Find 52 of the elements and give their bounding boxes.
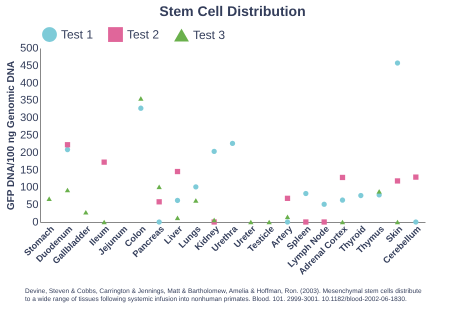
chart-title: Stem Cell Distribution [159, 3, 306, 19]
point [156, 184, 162, 190]
point [138, 96, 144, 101]
point [212, 148, 217, 154]
point [212, 218, 217, 222]
point [322, 202, 327, 207]
point [340, 197, 346, 203]
point [83, 210, 88, 215]
y-tick-label: 250 [20, 130, 38, 142]
point [174, 216, 180, 220]
point [394, 220, 400, 224]
y-tick-label: 350 [20, 94, 38, 107]
y-tick-label: 50 [26, 199, 38, 212]
point [394, 60, 400, 66]
point [156, 219, 162, 225]
legend-label: Test 2 [127, 28, 160, 42]
point [102, 160, 107, 165]
y-tick-label: 200 [20, 146, 38, 159]
point [248, 220, 254, 224]
y-tick-label: 450 [20, 60, 38, 72]
point [193, 198, 198, 203]
y-tick-label: 500 [20, 42, 38, 54]
y-tick-label: 0 [32, 216, 38, 228]
point [284, 219, 290, 225]
legend-label: Test 1 [61, 28, 94, 42]
point [64, 146, 70, 152]
y-tick-label: 150 [20, 164, 38, 176]
point [174, 198, 180, 204]
point [193, 184, 198, 190]
point [156, 199, 162, 204]
y-axis-title: GFP DNA/100 ng Genomic DNA [6, 60, 18, 210]
y-tick-label: 100 [20, 182, 38, 194]
y-tick-label: 400 [20, 77, 38, 90]
point [102, 220, 107, 224]
point [322, 219, 327, 225]
point [230, 140, 236, 146]
point [266, 220, 272, 224]
point [46, 196, 52, 201]
point [303, 219, 308, 225]
point [138, 106, 144, 111]
point [413, 219, 418, 225]
point [284, 214, 290, 220]
point [413, 174, 418, 180]
point [358, 192, 364, 198]
y-tick-label: 300 [20, 112, 38, 124]
point [64, 188, 70, 192]
point [376, 189, 382, 194]
point [303, 190, 308, 196]
point [284, 196, 290, 201]
point [64, 142, 70, 148]
point [340, 220, 346, 224]
legend-label: Test 3 [193, 28, 226, 42]
